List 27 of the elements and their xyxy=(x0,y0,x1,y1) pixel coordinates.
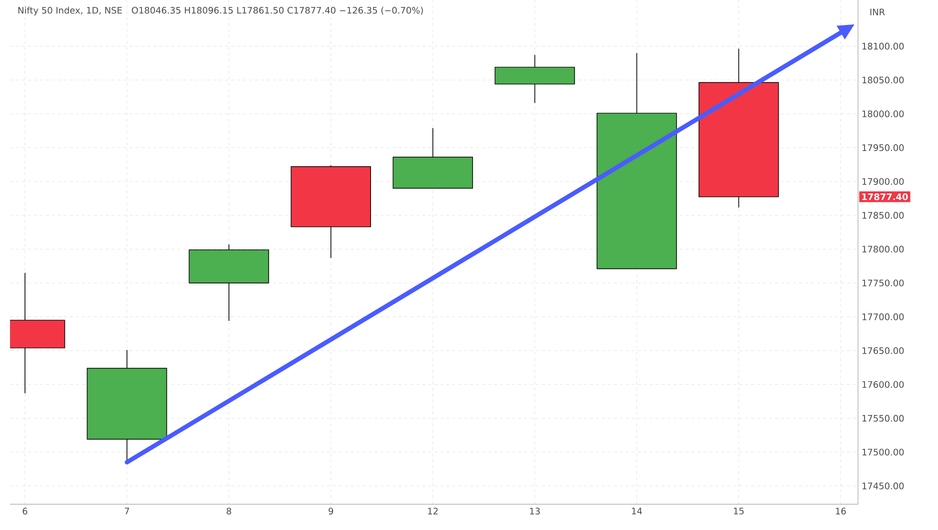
x-tick-label: 15 xyxy=(734,508,744,514)
x-tick-label: 14 xyxy=(632,508,642,514)
y-tick-label: 18000.00 xyxy=(862,110,904,118)
text: 17877.40 xyxy=(862,193,908,200)
y-tick-label: 17500.00 xyxy=(862,448,904,456)
x-tick-label: 6 xyxy=(22,508,28,514)
y-tick-label: 17900.00 xyxy=(862,178,904,185)
y-tick-label: 17550.00 xyxy=(862,414,904,422)
text: Nifty 50 Index, 1D, NSE xyxy=(18,6,122,16)
y-tick-label: 17800.00 xyxy=(862,246,904,252)
y-tick-label: 17600.00 xyxy=(862,380,904,388)
y-tick-label: 17950.00 xyxy=(862,144,904,151)
y-tick-label: 17700.00 xyxy=(862,313,904,320)
x-tick-label: 9 xyxy=(328,508,334,514)
y-tick-label: 17850.00 xyxy=(862,212,904,219)
text: O18046.35 H18096.15 L17861.50 C17877.40 −126.35 (−0.70%) xyxy=(132,6,423,15)
x-tick-label: 8 xyxy=(226,508,232,514)
y-axis-title: INR xyxy=(870,8,885,16)
y-tick-label: 17650.00 xyxy=(862,347,904,354)
x-tick-label: 12 xyxy=(428,508,438,514)
y-tick-label: 17750.00 xyxy=(862,279,904,286)
x-tick-label: 7 xyxy=(124,508,130,514)
y-tick-label: 17450.00 xyxy=(862,482,904,490)
x-tick-label: 16 xyxy=(836,508,846,514)
y-tick-label: 18100.00 xyxy=(862,42,904,50)
x-tick-label: 13 xyxy=(530,508,540,514)
y-tick-label: 18050.00 xyxy=(862,76,904,84)
